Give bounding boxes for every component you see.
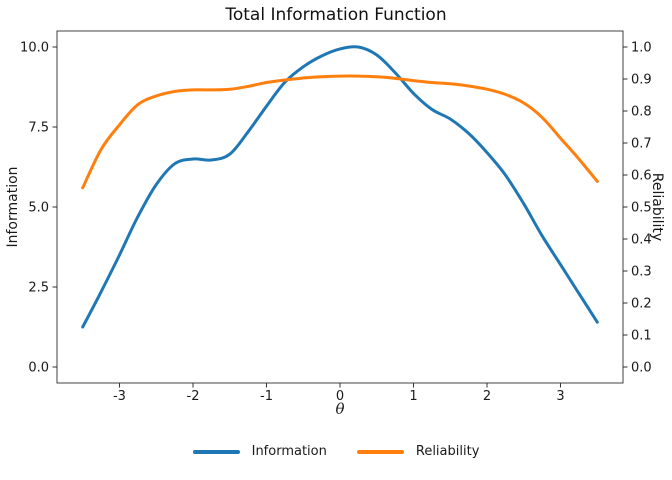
reliability-line bbox=[81, 74, 599, 190]
x-tick-label: 2 bbox=[483, 389, 491, 404]
information-line-swatch bbox=[192, 449, 240, 454]
legend: Information Reliability bbox=[0, 444, 672, 459]
y-right-tick-label: 0.8 bbox=[631, 104, 652, 119]
y-left-tick-label: 7.5 bbox=[28, 120, 49, 135]
y-left-tick-label: 10.0 bbox=[20, 40, 49, 55]
y-right-tick-label: 0.3 bbox=[631, 264, 652, 279]
x-tick-label: -2 bbox=[187, 389, 200, 404]
x-axis-label: θ bbox=[335, 400, 345, 418]
y-right-tick-label: 0.7 bbox=[631, 136, 652, 151]
y-right-tick-label: 0.5 bbox=[631, 200, 652, 215]
y-right-tick-label: 0.9 bbox=[631, 72, 652, 87]
reliability-line-swatch bbox=[356, 449, 404, 454]
y-right-tick-label: 0.4 bbox=[631, 232, 652, 247]
x-tick-label: 1 bbox=[409, 389, 417, 404]
chart-title: Total Information Function bbox=[225, 5, 447, 25]
y-axis-label-left: Information bbox=[5, 166, 21, 248]
legend-entry-information: Information bbox=[192, 444, 327, 459]
x-tick-label: 3 bbox=[556, 389, 564, 404]
x-tick-label: 0 bbox=[336, 389, 344, 404]
legend-label-reliability: Reliability bbox=[415, 444, 480, 459]
y-axis-label-right: Reliability bbox=[649, 172, 665, 242]
x-tick-label: -3 bbox=[113, 389, 126, 404]
y-right-tick-label: 1.0 bbox=[631, 40, 652, 55]
information-line bbox=[81, 45, 599, 329]
y-right-tick-label: 0.0 bbox=[631, 360, 652, 375]
y-right-tick-label: 0.2 bbox=[631, 296, 652, 311]
y-left-tick-label: 0.0 bbox=[28, 360, 49, 375]
y-right-tick-label: 0.1 bbox=[631, 328, 652, 343]
y-right-tick-label: 0.6 bbox=[631, 168, 652, 183]
y-left-tick-label: 5.0 bbox=[28, 200, 49, 215]
y-left-tick-label: 2.5 bbox=[28, 280, 49, 295]
legend-label-information: Information bbox=[251, 444, 327, 459]
legend-entry-reliability: Reliability bbox=[356, 444, 480, 459]
x-tick-label: -1 bbox=[260, 389, 273, 404]
